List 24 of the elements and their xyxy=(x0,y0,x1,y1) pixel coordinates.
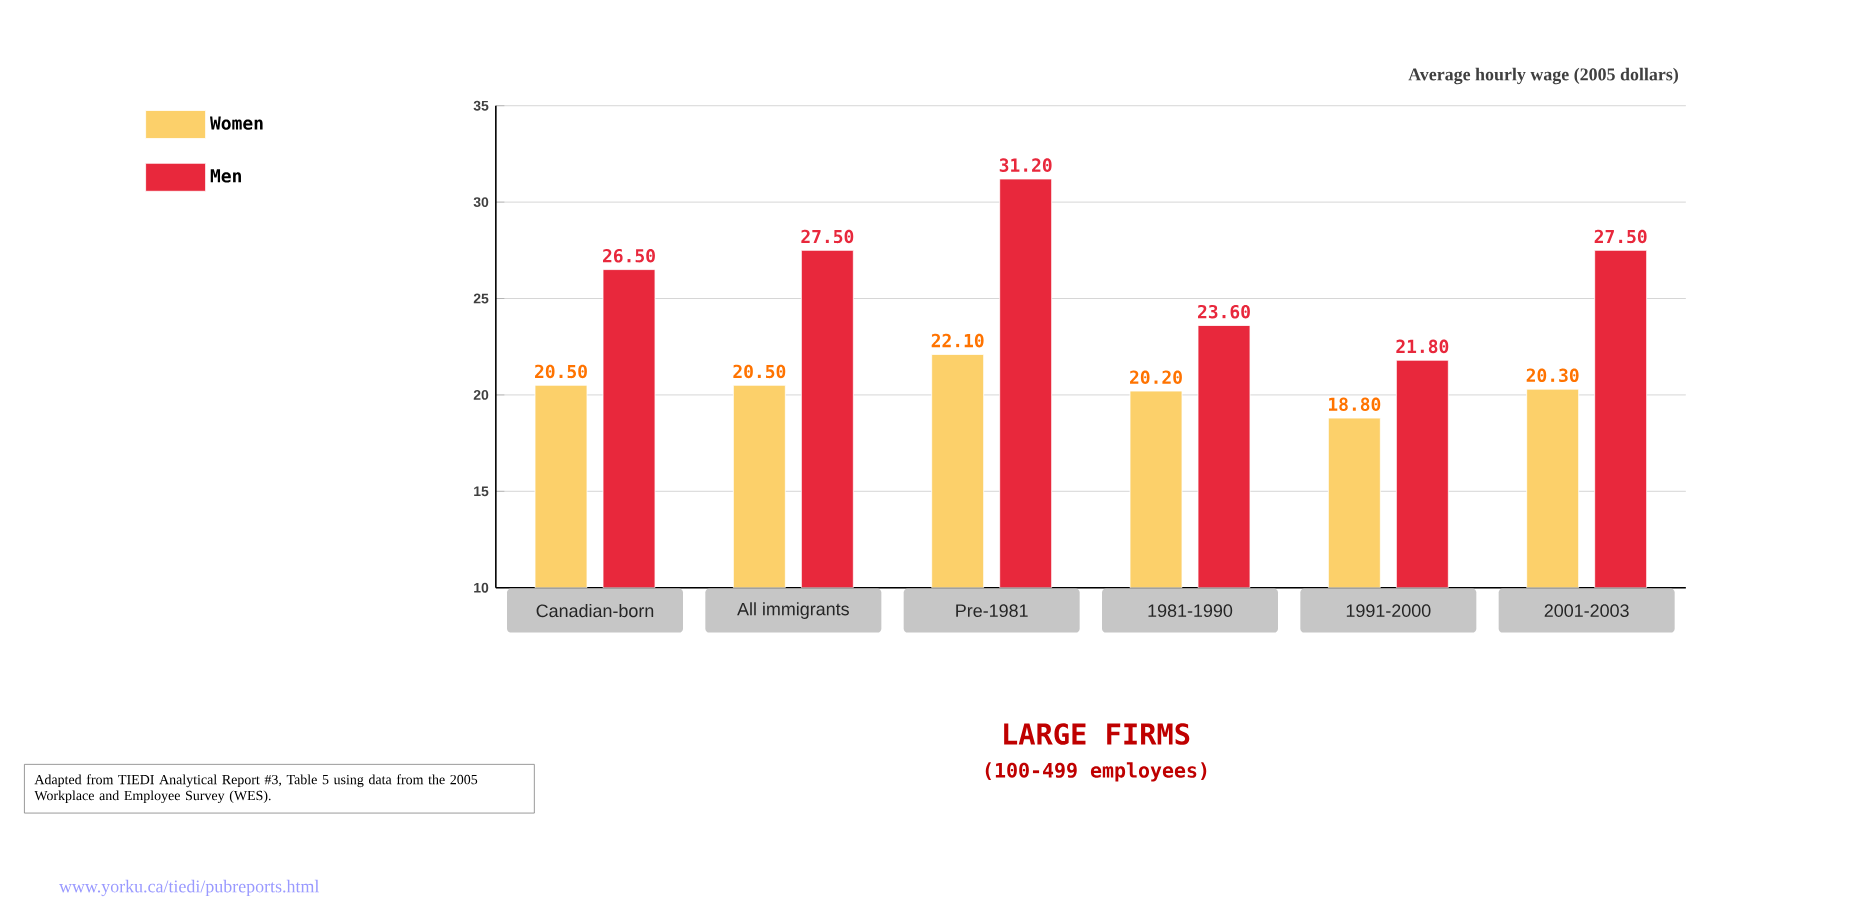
data-label: 27.50 xyxy=(1594,229,1647,244)
data-label: 18.80 xyxy=(1329,397,1381,411)
data-label: 31.20 xyxy=(999,158,1052,172)
legend-label: Men xyxy=(210,169,241,183)
data-label: 26.50 xyxy=(603,248,655,263)
data-label: 20.50 xyxy=(535,364,587,379)
x-tick-label: Pre-1981 xyxy=(956,604,1028,617)
data-label: 23.60 xyxy=(1198,304,1250,319)
text: (100-499 employees) xyxy=(985,762,1207,782)
x-tick-label: 2001-2003 xyxy=(1544,604,1629,617)
x-tick-label: Canadian-born xyxy=(536,604,654,618)
data-label: 27.50 xyxy=(801,229,854,244)
data-label: 22.10 xyxy=(931,333,984,348)
x-tick-label: 1981-1990 xyxy=(1148,604,1233,617)
data-label: 20.20 xyxy=(1130,370,1182,385)
x-tick-label: All immigrants xyxy=(737,602,849,619)
text: www.yorku.ca/tiedi/pubreports.html xyxy=(59,879,320,897)
y-axis-title: Average hourly wage (2005 dollars) xyxy=(1408,67,1678,85)
data-label: 20.50 xyxy=(733,364,786,379)
text: LARGE FIRMS xyxy=(1004,723,1190,745)
x-tick-label: 1991-2000 xyxy=(1346,604,1431,617)
legend-label: Women xyxy=(210,116,263,130)
data-label: 20.30 xyxy=(1526,368,1579,383)
data-label: 21.80 xyxy=(1396,339,1449,354)
